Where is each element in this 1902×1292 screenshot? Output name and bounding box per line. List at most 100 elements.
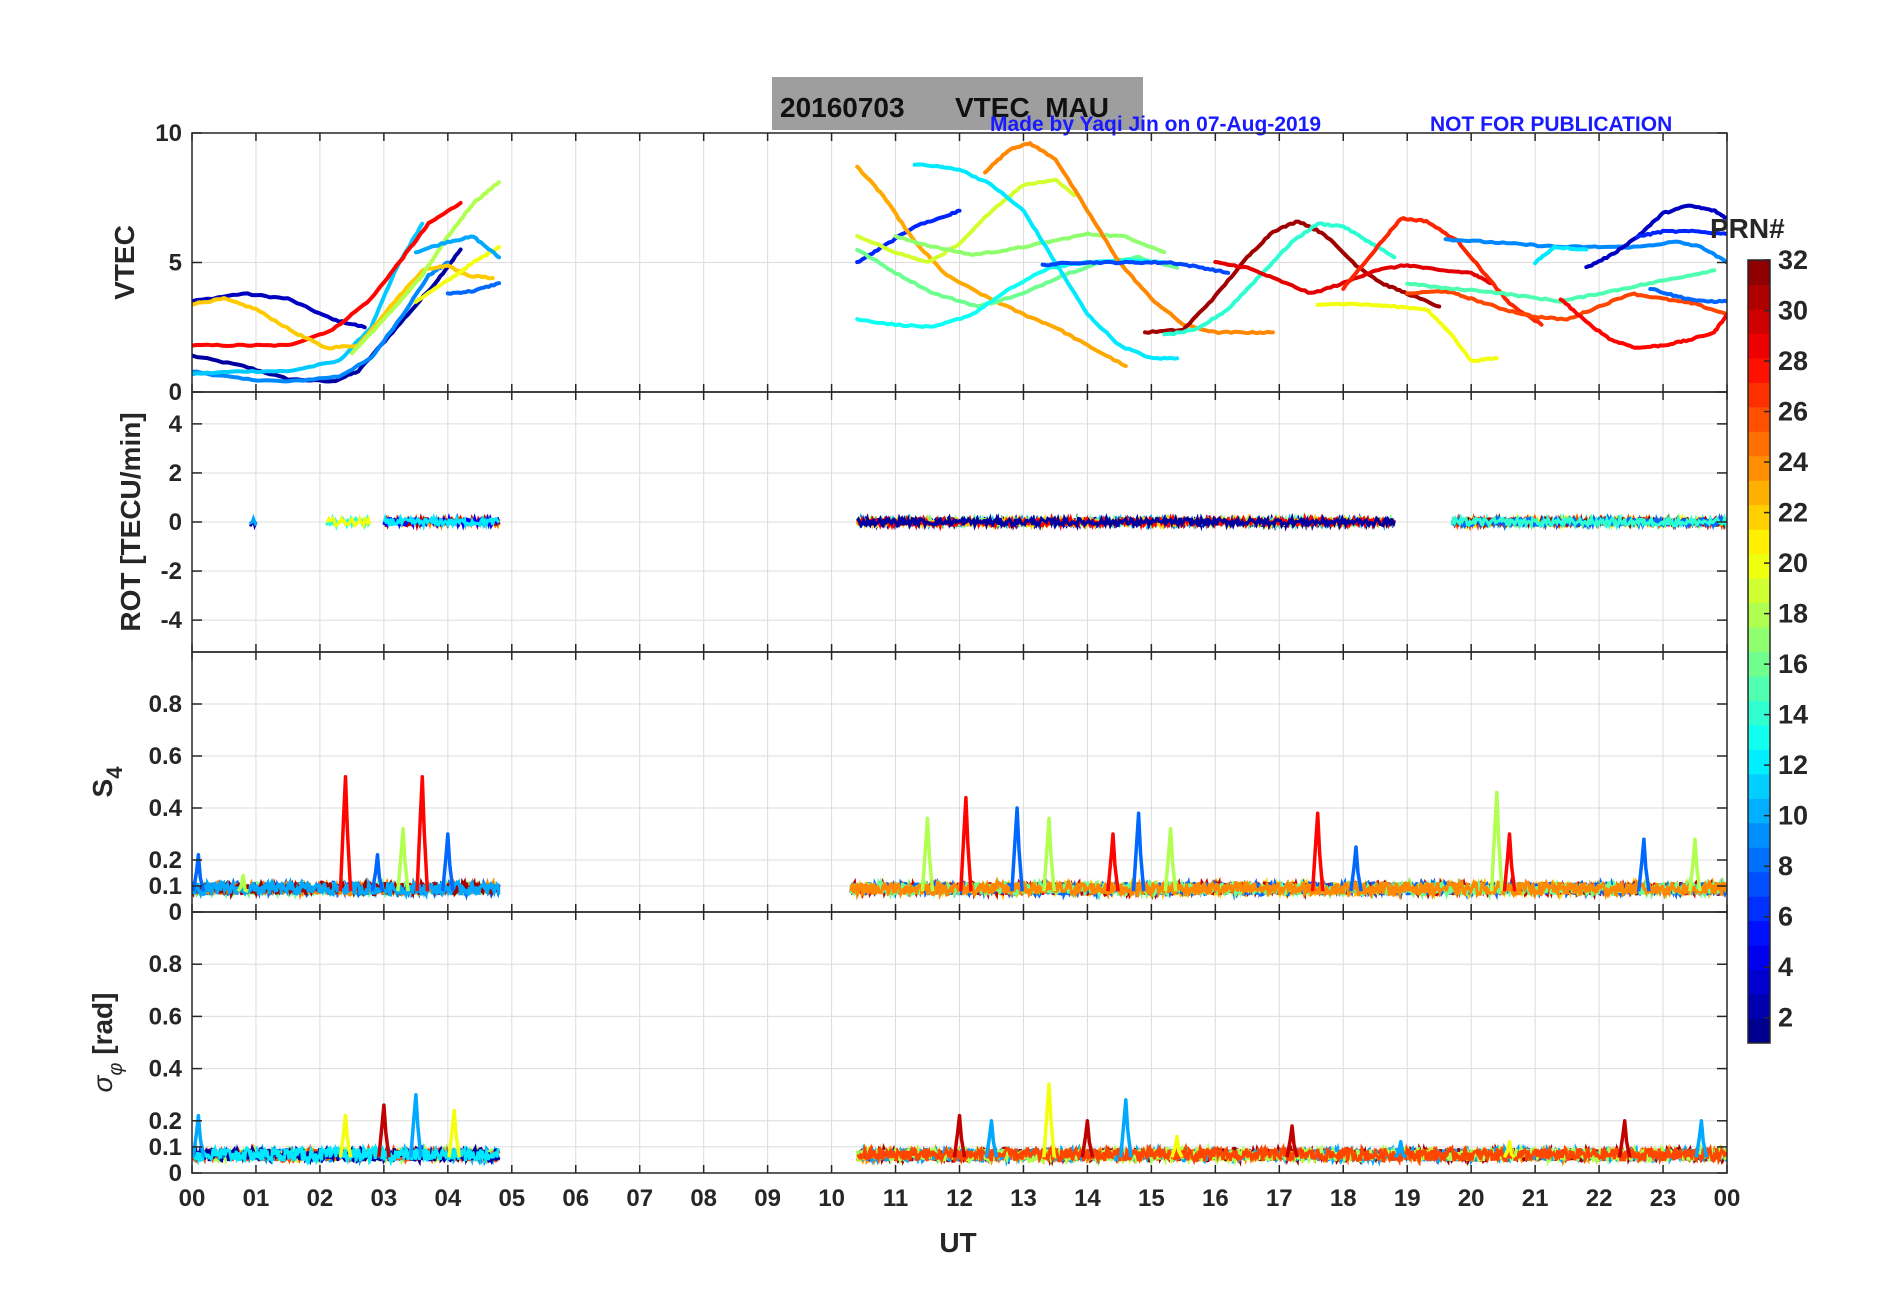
s4-spike	[1489, 790, 1504, 892]
colorbar-tick-label: 30	[1778, 296, 1808, 326]
y-axis-label-sigma: σ	[87, 1074, 118, 1092]
y-axis-label-phi: φ	[105, 1063, 127, 1076]
colorbar-segment	[1748, 455, 1770, 481]
s4-spike	[959, 795, 973, 892]
x-tick-label: 11	[883, 1185, 908, 1212]
x-tick-label: 02	[307, 1185, 334, 1212]
sigphi-spike	[1285, 1124, 1299, 1158]
colorbar-tick-label: 20	[1778, 548, 1808, 578]
vtec-series-prn-14	[1162, 221, 1397, 337]
colorbar-segment	[1748, 504, 1770, 530]
series-group	[192, 1082, 1727, 1167]
colorbar-tick-label: 26	[1778, 397, 1808, 427]
x-tick-label: 15	[1138, 1185, 1165, 1212]
colorbar-segment	[1748, 627, 1770, 652]
panel-s4: 00.10.2 0.4 0.6 0.8 S4	[87, 651, 1728, 926]
y-tick-label: 4	[169, 411, 183, 438]
panel-sigphi: 00.10.2 0.4 0.6 0.8 σφ [rad]	[87, 911, 1728, 1187]
y-tick-label: 0	[169, 1160, 182, 1187]
y-tick-label: 5	[169, 250, 182, 277]
x-tick-label: 07	[626, 1185, 653, 1212]
sigphi-spike	[377, 1103, 391, 1158]
sigphi-spike	[338, 1113, 353, 1158]
y-tick-label: 10	[155, 120, 182, 147]
y-tick-label: -4	[161, 607, 183, 634]
sigphi-spike	[1042, 1082, 1056, 1158]
colorbar-label: PRN#	[1710, 213, 1785, 244]
y-tick-label: 0.1	[149, 873, 182, 900]
rot-series	[382, 512, 501, 531]
x-tick-label: 01	[243, 1185, 270, 1212]
colorbar-segment	[1748, 357, 1770, 383]
sigphi-spike	[192, 1113, 206, 1158]
x-tick-label: 13	[1010, 1185, 1037, 1212]
y-axis-label-rot: ROT [TECU/min]	[115, 412, 146, 631]
y-tick-label: 0	[169, 899, 182, 926]
sigphi-spike	[984, 1119, 999, 1158]
series-group	[192, 141, 1727, 384]
vtec-series-prn-10	[413, 234, 501, 260]
s4-spike	[1010, 806, 1024, 892]
colorbar-segment	[1748, 578, 1770, 604]
x-tick-label: 17	[1266, 1185, 1293, 1212]
y-tick-label: 2	[169, 460, 182, 487]
notice-text: NOT FOR PUBLICATION	[1430, 113, 1672, 136]
vtec-series-prn-9	[192, 260, 450, 384]
colorbar-segment	[1748, 651, 1770, 677]
panel-rot: -4 -2 0 2 4 ROT [TECU/min]	[115, 391, 1728, 653]
colorbar-tick-label: 22	[1778, 498, 1808, 528]
colorbar-segment	[1748, 871, 1770, 897]
colorbar-segment	[1748, 945, 1770, 971]
colorbar-tick-label: 18	[1778, 599, 1808, 629]
y-tick-label: 0.2	[149, 1108, 182, 1135]
vtec-series-prn-31	[1143, 219, 1442, 335]
rot-series	[1450, 512, 1727, 531]
vtec-series-prn-26	[1405, 289, 1727, 322]
sigphi-spike	[1617, 1119, 1632, 1158]
colorbar-segment	[1748, 308, 1770, 334]
y-tick-label: 0	[169, 509, 182, 536]
colorbar-segment	[1748, 700, 1770, 726]
vtec-series-prn-17	[893, 231, 1167, 257]
s4-spike	[370, 853, 385, 892]
colorbar-segment	[1748, 749, 1770, 775]
x-tick-label: 00	[179, 1185, 206, 1212]
s4-spike	[1502, 832, 1517, 892]
rot-series	[856, 512, 1396, 531]
colorbar-tick-label: 32	[1778, 245, 1808, 275]
rot-series	[248, 513, 258, 527]
x-tick-label: 08	[690, 1185, 717, 1212]
vtec-series-prn-3	[1584, 203, 1727, 270]
vtec-series-prn-12	[1533, 244, 1589, 266]
sigphi-spike	[1170, 1134, 1184, 1159]
x-tick-label: 19	[1394, 1185, 1421, 1212]
vtec-series-prn-6	[1635, 228, 1727, 240]
y-tick-label: 0.6	[149, 743, 182, 770]
colorbar-segment	[1748, 333, 1770, 359]
colorbar-tick-label: 6	[1778, 902, 1793, 932]
y-axis-label-s4: S4	[87, 766, 127, 798]
s4-spike	[1042, 816, 1056, 892]
x-tick-label: 09	[754, 1185, 781, 1212]
colorbar-segment	[1748, 920, 1770, 946]
s4-spike	[415, 775, 430, 892]
series-group	[192, 775, 1727, 902]
colorbar-segment	[1748, 260, 1770, 285]
x-tick-label: 10	[818, 1185, 845, 1212]
sigphi-spike	[1502, 1139, 1516, 1159]
s4-spike	[236, 873, 249, 893]
x-tick-label: 21	[1522, 1185, 1549, 1212]
sigphi-spike	[447, 1108, 462, 1158]
x-tick-label: 06	[562, 1185, 589, 1212]
colorbar-segment	[1748, 480, 1770, 506]
s4-series	[849, 876, 1727, 901]
x-tick-label: 20	[1458, 1185, 1485, 1212]
colorbar-segment	[1748, 553, 1770, 579]
colorbar-tick-label: 8	[1778, 851, 1793, 881]
s4-spike	[1310, 811, 1325, 892]
vtec-series-prn-18	[349, 180, 501, 356]
s4-spike	[1636, 837, 1651, 892]
colorbar-tick-label: 14	[1778, 700, 1808, 730]
colorbar-tick-label: 12	[1778, 750, 1808, 780]
